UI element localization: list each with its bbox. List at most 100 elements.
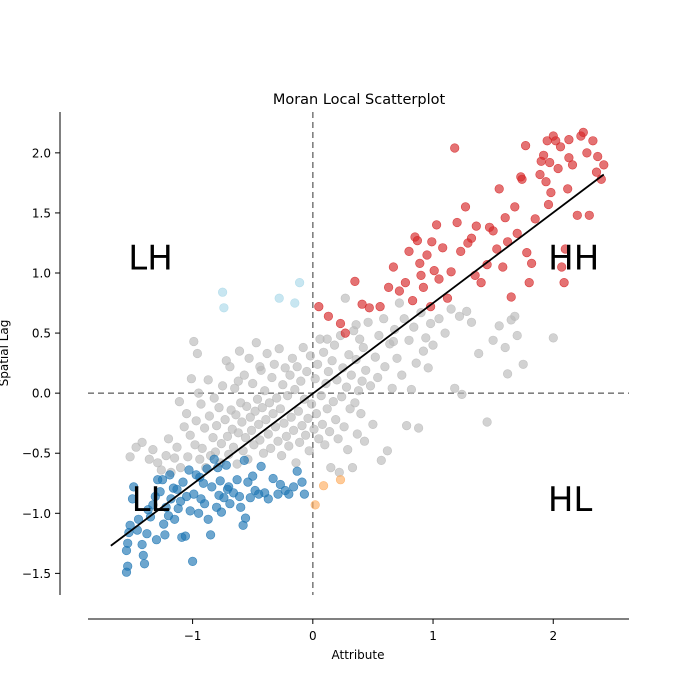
data-point [260,386,270,396]
data-point [258,448,269,458]
data-point [157,475,168,485]
quadrant-label-lh: LH [128,238,173,278]
data-point [429,266,439,276]
data-point [218,381,228,391]
data-point [399,314,409,324]
data-point [560,244,570,254]
scatter-points [121,127,609,577]
data-point [196,399,206,409]
data-point [404,246,414,256]
quadrant-label-hl: HL [548,480,593,520]
data-point [418,346,429,356]
data-point [564,153,574,163]
data-point [363,317,373,327]
data-point [563,184,573,194]
data-point [356,409,366,419]
data-point [392,353,402,363]
data-point [219,493,229,503]
data-point [347,463,358,473]
data-point [313,359,323,369]
data-point [359,436,370,446]
data-point [225,499,235,509]
data-point [388,262,399,272]
data-point [316,391,326,401]
data-point [170,514,180,524]
data-point [510,311,520,321]
data-point [133,514,144,524]
data-point [206,530,216,540]
x-tick-label: 0 [309,629,317,643]
data-point [351,320,361,330]
data-point [284,441,294,451]
data-point [239,370,249,380]
data-point [409,322,419,332]
data-point [215,476,225,486]
data-point [200,499,210,509]
data-point [209,454,219,464]
data-point [466,317,477,327]
axes: −1 0 1 2 −1.5 −1.0 −0.5 0.0 0.5 1.0 1.5 2.0 [22,112,629,643]
data-point [208,433,218,443]
data-point [179,422,189,432]
data-point [277,451,287,461]
x-tick-label: 1 [429,629,437,643]
data-point [240,513,251,523]
data-point [293,406,304,416]
data-point [319,481,329,491]
data-point [382,446,393,456]
data-point [593,151,603,162]
data-point [287,353,298,363]
data-point [314,302,324,312]
data-point [284,489,294,499]
data-point [160,530,170,540]
data-point [345,404,355,414]
data-point [251,338,261,348]
data-point [237,417,247,427]
data-point [463,238,473,248]
data-point [209,393,219,403]
data-point [204,411,214,421]
data-point [296,376,306,386]
data-point [256,461,266,472]
data-point [234,346,245,356]
data-point [232,475,242,485]
data-point [264,398,275,408]
data-point [261,415,271,425]
data-point [438,243,448,253]
data-point [452,217,462,228]
data-point [370,352,380,362]
data-point [456,246,466,256]
data-point [482,417,492,427]
data-point [303,413,313,424]
data-point [559,278,569,288]
data-point [248,378,258,389]
data-point [400,278,411,288]
data-point [185,430,195,440]
data-point [178,477,188,487]
data-point [150,491,160,502]
data-point [582,148,592,158]
data-point [176,496,186,506]
data-point [148,445,158,455]
data-point [387,383,397,393]
data-point [151,535,162,545]
data-point [129,482,139,492]
data-point [546,187,556,198]
data-point [292,362,302,372]
data-point [426,318,436,329]
data-point [183,452,193,462]
data-point [494,321,504,331]
data-point [373,372,383,383]
data-point [279,418,289,428]
data-point [323,366,334,377]
data-point [567,160,578,170]
data-point [394,298,405,308]
data-point [295,437,305,448]
data-point [184,465,194,475]
data-point [446,267,456,277]
data-point [248,471,258,481]
data-point [368,419,378,430]
data-point [243,477,253,487]
quadrant-label-ll: LL [132,480,170,520]
